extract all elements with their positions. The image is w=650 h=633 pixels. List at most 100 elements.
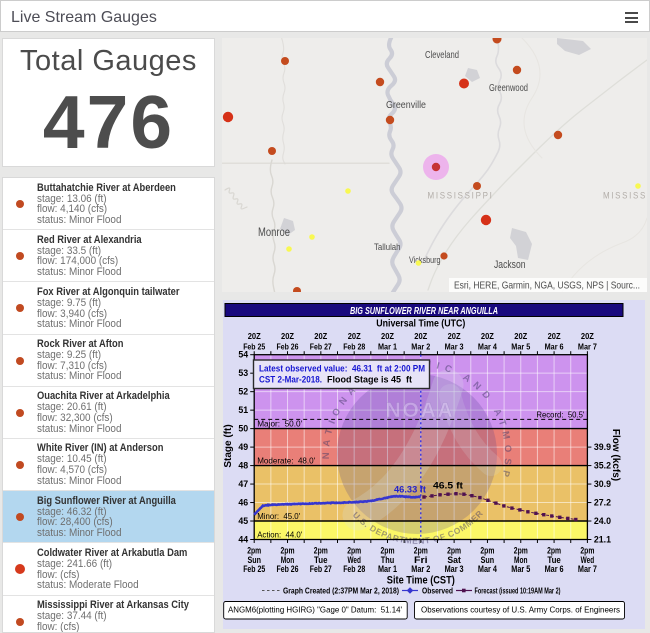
- svg-text:Mon: Mon: [514, 555, 528, 565]
- svg-text:Universal Time (UTC): Universal Time (UTC): [376, 319, 465, 330]
- svg-text:Fri: Fri: [414, 555, 428, 565]
- svg-text:21.1: 21.1: [594, 535, 611, 545]
- svg-text:46.33 ft: 46.33 ft: [394, 485, 426, 495]
- svg-text:51: 51: [238, 405, 248, 415]
- svg-text:Greenwood: Greenwood: [489, 82, 528, 94]
- svg-text:Mar 1: Mar 1: [378, 342, 397, 352]
- svg-text:Wed: Wed: [581, 555, 595, 565]
- svg-text:Greenville: Greenville: [386, 99, 426, 111]
- svg-text:39.9: 39.9: [594, 442, 611, 452]
- svg-text:Mar 6: Mar 6: [545, 342, 564, 352]
- svg-text:Sun: Sun: [481, 555, 495, 565]
- svg-text:Mar 4: Mar 4: [478, 342, 497, 352]
- svg-text:54: 54: [238, 350, 248, 360]
- svg-text:Feb 26: Feb 26: [277, 342, 299, 352]
- svg-text:Thu: Thu: [381, 555, 395, 565]
- svg-text:Record: 50.5': Record: 50.5': [536, 409, 584, 419]
- svg-text:Feb 25: Feb 25: [243, 342, 265, 352]
- svg-text:Mar 2: Mar 2: [411, 564, 430, 574]
- svg-text:27.2: 27.2: [594, 498, 611, 508]
- svg-text:Monroe: Monroe: [258, 227, 290, 239]
- svg-text:Cleveland: Cleveland: [425, 49, 459, 61]
- svg-text:Flood Stage is 45 ft: Flood Stage is 45 ft: [327, 375, 412, 385]
- svg-text:20Z: 20Z: [448, 331, 461, 341]
- svg-text:Mar 3: Mar 3: [445, 342, 464, 352]
- svg-text:Mar 7: Mar 7: [578, 342, 597, 352]
- svg-text:Action: 44.0': Action: 44.0': [257, 530, 302, 540]
- svg-text:Mar 6: Mar 6: [545, 564, 564, 574]
- svg-text:2pm: 2pm: [580, 546, 594, 556]
- svg-text:35.2: 35.2: [594, 461, 611, 471]
- svg-text:20Z: 20Z: [281, 331, 294, 341]
- svg-text:53: 53: [238, 368, 248, 378]
- svg-text:2pm: 2pm: [281, 546, 295, 556]
- svg-text:Moderate: 48.0': Moderate: 48.0': [257, 456, 315, 466]
- svg-text:20Z: 20Z: [348, 331, 361, 341]
- svg-text:20Z: 20Z: [314, 331, 327, 341]
- svg-text:20Z: 20Z: [414, 331, 427, 341]
- svg-text:Stage (ft): Stage (ft): [223, 424, 234, 467]
- svg-text:2pm: 2pm: [247, 546, 261, 556]
- svg-text:48: 48: [238, 461, 248, 471]
- svg-text:NOAA: NOAA: [385, 399, 454, 422]
- svg-text:2pm: 2pm: [347, 546, 361, 556]
- svg-text:Observations courtesy of U.S.: Observations courtesy of U.S. Army Corps…: [421, 605, 620, 615]
- svg-text:Mar 5: Mar 5: [511, 564, 530, 574]
- svg-text:Tue: Tue: [547, 555, 561, 565]
- svg-text:20Z: 20Z: [581, 331, 594, 341]
- svg-text:46.5 ft: 46.5 ft: [433, 481, 463, 491]
- svg-text:Mar 2: Mar 2: [411, 342, 430, 352]
- svg-text:2pm: 2pm: [314, 546, 328, 556]
- svg-text:Mar 3: Mar 3: [445, 564, 464, 574]
- svg-text:20Z: 20Z: [248, 331, 261, 341]
- svg-text:Feb 28: Feb 28: [343, 342, 365, 352]
- svg-text:Sun: Sun: [247, 555, 261, 565]
- svg-text:2pm: 2pm: [381, 546, 395, 556]
- svg-text:Tue: Tue: [314, 555, 328, 565]
- svg-text:50: 50: [238, 424, 248, 434]
- svg-text:Feb 26: Feb 26: [277, 564, 299, 574]
- svg-text:2pm: 2pm: [547, 546, 561, 556]
- svg-text:49: 49: [238, 442, 248, 452]
- svg-text:Feb 28: Feb 28: [343, 564, 365, 574]
- svg-text:Forecast (issued 10:19AM Mar 2: Forecast (issued 10:19AM Mar 2): [475, 586, 561, 596]
- svg-text:30.9: 30.9: [594, 479, 611, 489]
- svg-text:2pm: 2pm: [447, 546, 461, 556]
- svg-text:45: 45: [238, 516, 248, 526]
- svg-text:Flow (kcfs): Flow (kcfs): [610, 429, 621, 481]
- svg-text:24.0: 24.0: [594, 516, 611, 526]
- svg-text:52: 52: [238, 387, 248, 397]
- svg-text:2pm: 2pm: [480, 546, 494, 556]
- svg-text:Sat: Sat: [447, 555, 461, 565]
- svg-text:Mar 4: Mar 4: [478, 564, 497, 574]
- svg-text:Site Time (CST): Site Time (CST): [387, 575, 455, 587]
- svg-text:Mon: Mon: [281, 555, 295, 565]
- svg-text:Vicksburg: Vicksburg: [409, 255, 441, 266]
- svg-text:Feb 27: Feb 27: [310, 342, 332, 352]
- svg-text:Feb 27: Feb 27: [310, 564, 332, 574]
- svg-text:ANGM6(plotting HGIRG) "Gage 0": ANGM6(plotting HGIRG) "Gage 0" Datum: 51…: [228, 605, 402, 615]
- svg-text:Mar 7: Mar 7: [578, 564, 597, 574]
- svg-text:Observed: Observed: [422, 586, 453, 596]
- svg-text:Esri, HERE, Garmin, NGA, USGS,: Esri, HERE, Garmin, NGA, USGS, NPS | Sou…: [454, 280, 640, 292]
- svg-text:Tallulah: Tallulah: [374, 242, 401, 253]
- svg-text:Wed: Wed: [347, 555, 361, 565]
- svg-text:44: 44: [238, 535, 248, 545]
- svg-text:Mar 1: Mar 1: [378, 564, 397, 574]
- svg-text:BIG SUNFLOWER RIVER NEAR ANGUI: BIG SUNFLOWER RIVER NEAR ANGUILLA: [350, 306, 498, 317]
- svg-text:MISSISS: MISSISS: [603, 191, 647, 202]
- svg-text:20Z: 20Z: [381, 331, 394, 341]
- svg-text:Graph Created (2:37PM Mar 2, 2: Graph Created (2:37PM Mar 2, 2018): [283, 586, 399, 596]
- svg-text:Minor: 45.0': Minor: 45.0': [257, 511, 300, 521]
- svg-text:46: 46: [238, 498, 248, 508]
- svg-text:47: 47: [238, 479, 248, 489]
- svg-text:Feb 25: Feb 25: [243, 564, 265, 574]
- svg-text:CST 2-Mar-2018.: CST 2-Mar-2018.: [259, 375, 322, 385]
- svg-text:Major: 50.0': Major: 50.0': [257, 419, 302, 429]
- svg-text:2pm: 2pm: [414, 546, 428, 556]
- svg-text:Mar 5: Mar 5: [511, 342, 530, 352]
- svg-text:MISSISSIPPI: MISSISSIPPI: [428, 191, 494, 202]
- svg-text:20Z: 20Z: [514, 331, 527, 341]
- svg-text:Latest observed value: 46.31: Latest observed value: 46.31 ft at 2:00 …: [259, 364, 425, 374]
- svg-text:20Z: 20Z: [481, 331, 494, 341]
